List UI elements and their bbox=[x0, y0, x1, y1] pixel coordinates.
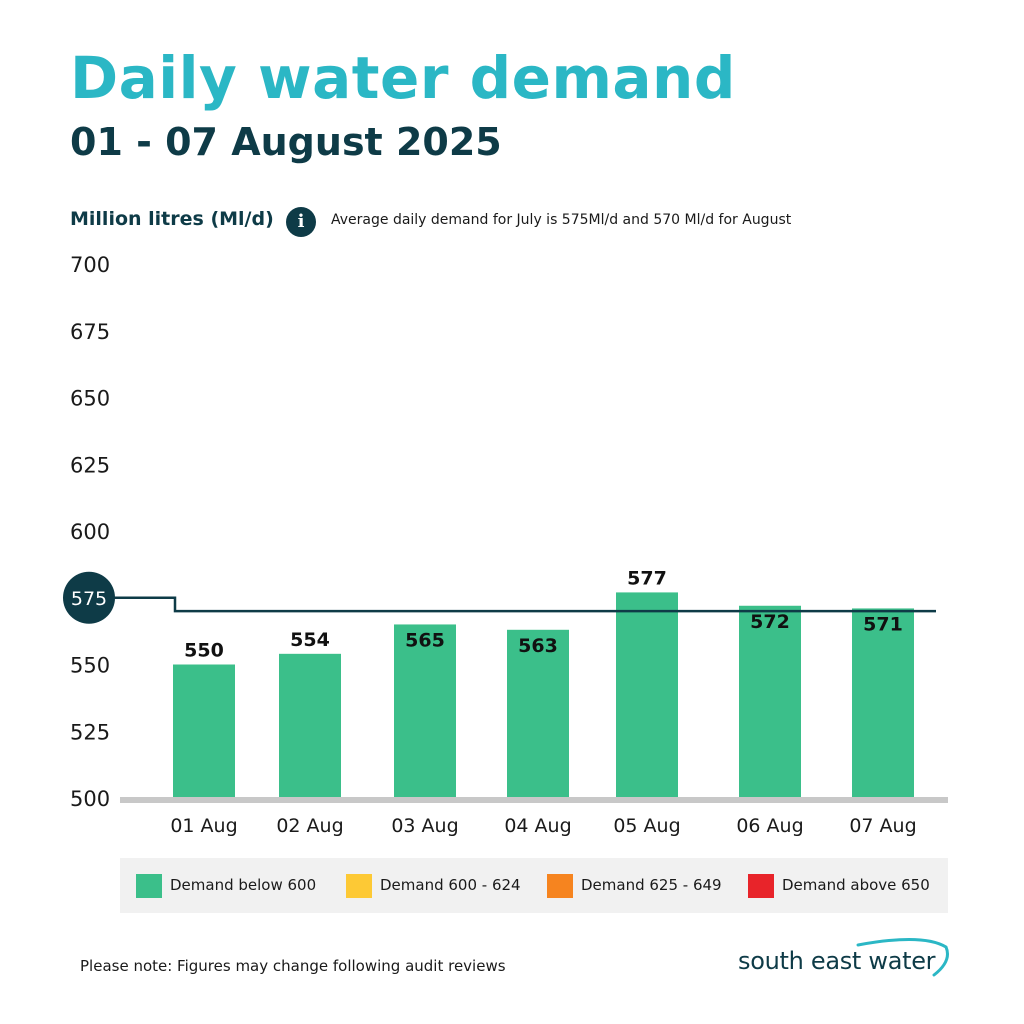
data-label: 563 bbox=[518, 635, 558, 657]
y-tick-label: 625 bbox=[70, 453, 110, 477]
x-tick-label: 02 Aug bbox=[276, 815, 343, 837]
legend: Demand below 600 Demand 600 - 624 Demand… bbox=[120, 858, 948, 913]
y-tick-label: 500 bbox=[70, 787, 110, 811]
average-marker-label: 575 bbox=[71, 588, 107, 610]
x-tick-label: 07 Aug bbox=[849, 815, 916, 837]
average-demand-note: Average daily demand for July is 575Ml/d… bbox=[331, 212, 792, 228]
logo-text: south east water bbox=[738, 947, 936, 975]
bar bbox=[173, 664, 235, 798]
bar bbox=[852, 608, 914, 798]
x-tick-label: 04 Aug bbox=[504, 815, 571, 837]
data-label: 550 bbox=[184, 640, 224, 662]
x-tick-label: 05 Aug bbox=[613, 815, 680, 837]
bar bbox=[739, 605, 801, 798]
legend-label: Demand below 600 bbox=[170, 876, 317, 894]
y-tick-label: 600 bbox=[70, 520, 110, 544]
south-east-water-logo: south east water bbox=[738, 935, 953, 985]
y-tick-label: 550 bbox=[70, 654, 110, 678]
y-tick-label: 700 bbox=[70, 253, 110, 277]
data-label: 571 bbox=[863, 613, 903, 635]
bar bbox=[394, 624, 456, 798]
info-icon: i bbox=[286, 207, 316, 237]
x-axis-baseline bbox=[120, 797, 948, 803]
x-tick-label: 06 Aug bbox=[736, 815, 803, 837]
bar bbox=[279, 653, 341, 798]
legend-label: Demand 600 - 624 bbox=[380, 876, 521, 894]
bar bbox=[507, 629, 569, 798]
x-tick-label: 03 Aug bbox=[391, 815, 458, 837]
x-tick-label: 01 Aug bbox=[170, 815, 237, 837]
data-label: 577 bbox=[627, 567, 667, 589]
y-axis-unit-label: Million litres (Ml/d) bbox=[70, 208, 274, 230]
legend-swatch-red bbox=[748, 874, 774, 898]
y-tick-label: 650 bbox=[70, 387, 110, 411]
chart-title: Daily water demand bbox=[70, 44, 736, 112]
data-label: 565 bbox=[405, 629, 445, 651]
bar bbox=[616, 592, 678, 798]
legend-swatch-yellow bbox=[346, 874, 372, 898]
legend-swatch-orange bbox=[547, 874, 573, 898]
average-marker-circle bbox=[63, 571, 115, 624]
audit-note: Please note: Figures may change followin… bbox=[80, 957, 506, 975]
logo-swoosh-icon bbox=[856, 938, 949, 977]
y-tick-label: 525 bbox=[70, 720, 110, 744]
average-demand-line bbox=[100, 596, 936, 613]
data-label: 572 bbox=[750, 611, 790, 633]
chart-subtitle: 01 - 07 August 2025 bbox=[70, 120, 502, 164]
legend-label: Demand above 650 bbox=[782, 876, 930, 894]
data-label: 554 bbox=[290, 629, 330, 651]
legend-label: Demand 625 - 649 bbox=[581, 876, 722, 894]
demand-bar-chart: 500 525 550 600 625 650 675 700 550 554 565 563 577 5… bbox=[63, 253, 948, 837]
legend-swatch-green bbox=[136, 874, 162, 898]
y-tick-label: 675 bbox=[70, 320, 110, 344]
